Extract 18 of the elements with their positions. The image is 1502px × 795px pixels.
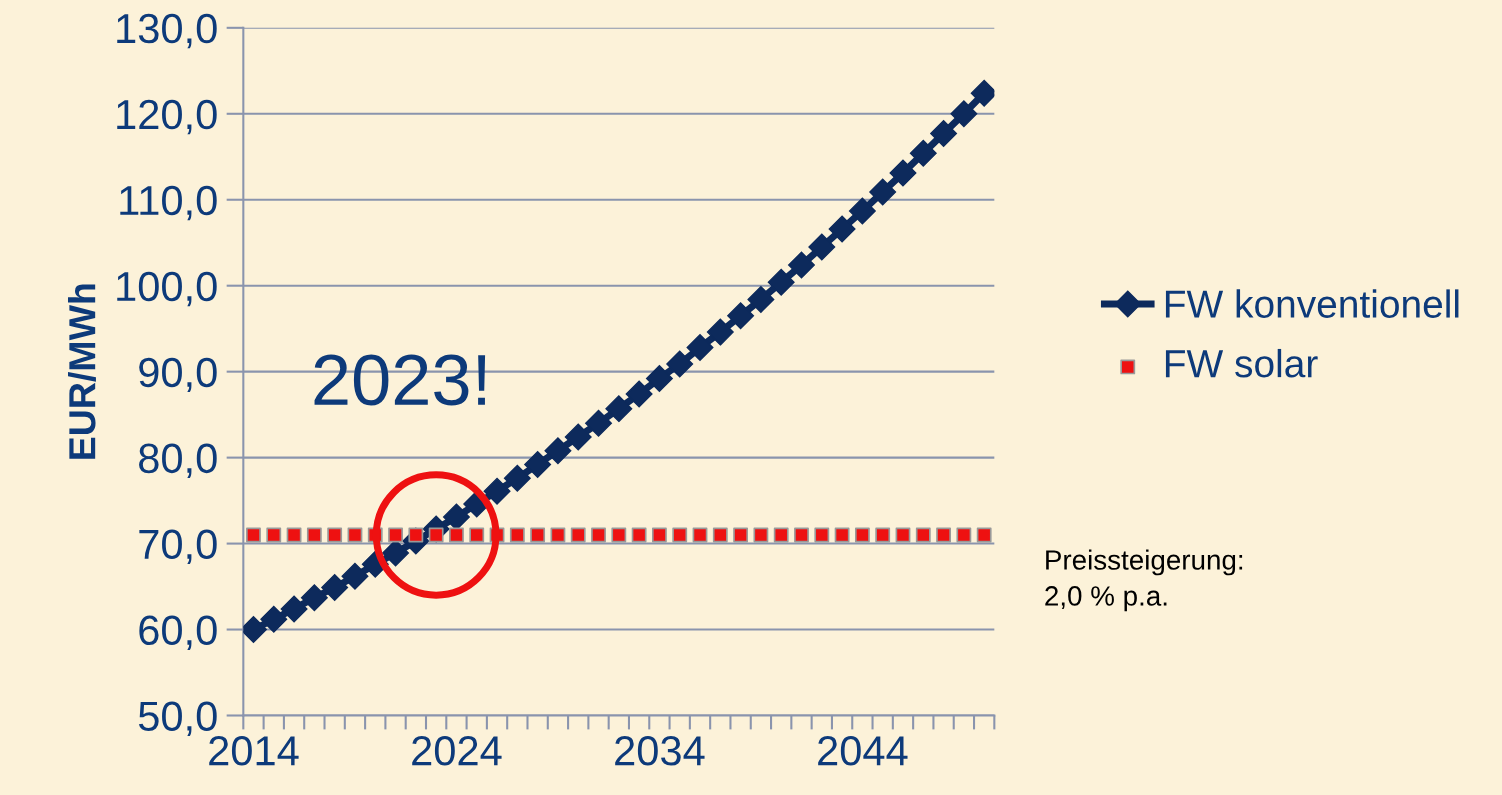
- y-tick-label: 90,0: [139, 357, 217, 393]
- y-tick-label: 60,0: [139, 615, 217, 650]
- x-tick-label: 2014: [209, 736, 299, 766]
- y-tick-label: 110,0: [120, 185, 217, 221]
- text: Preissteigerung: 2,0 % p.a.: [1045, 549, 1243, 612]
- legend-label: FW solar: [1165, 348, 1318, 378]
- y-tick-label: 130,0: [117, 13, 217, 49]
- annotation: 2023!: [314, 354, 486, 406]
- x-tick-label: 2044: [818, 736, 908, 766]
- y-tick-label: 120,0: [117, 99, 217, 135]
- legend-label: FW konventionell: [1165, 289, 1459, 318]
- y-tick-label: 100,0: [117, 271, 217, 307]
- y-axis-title: EUR/MWh: [68, 284, 96, 459]
- y-tick-label: 80,0: [139, 443, 217, 479]
- y-tick-label: 50,0: [138, 701, 217, 736]
- x-tick-label: 2024: [412, 736, 502, 766]
- y-tick-label: 70,0: [139, 529, 217, 565]
- x-tick-label: 2034: [615, 736, 705, 766]
